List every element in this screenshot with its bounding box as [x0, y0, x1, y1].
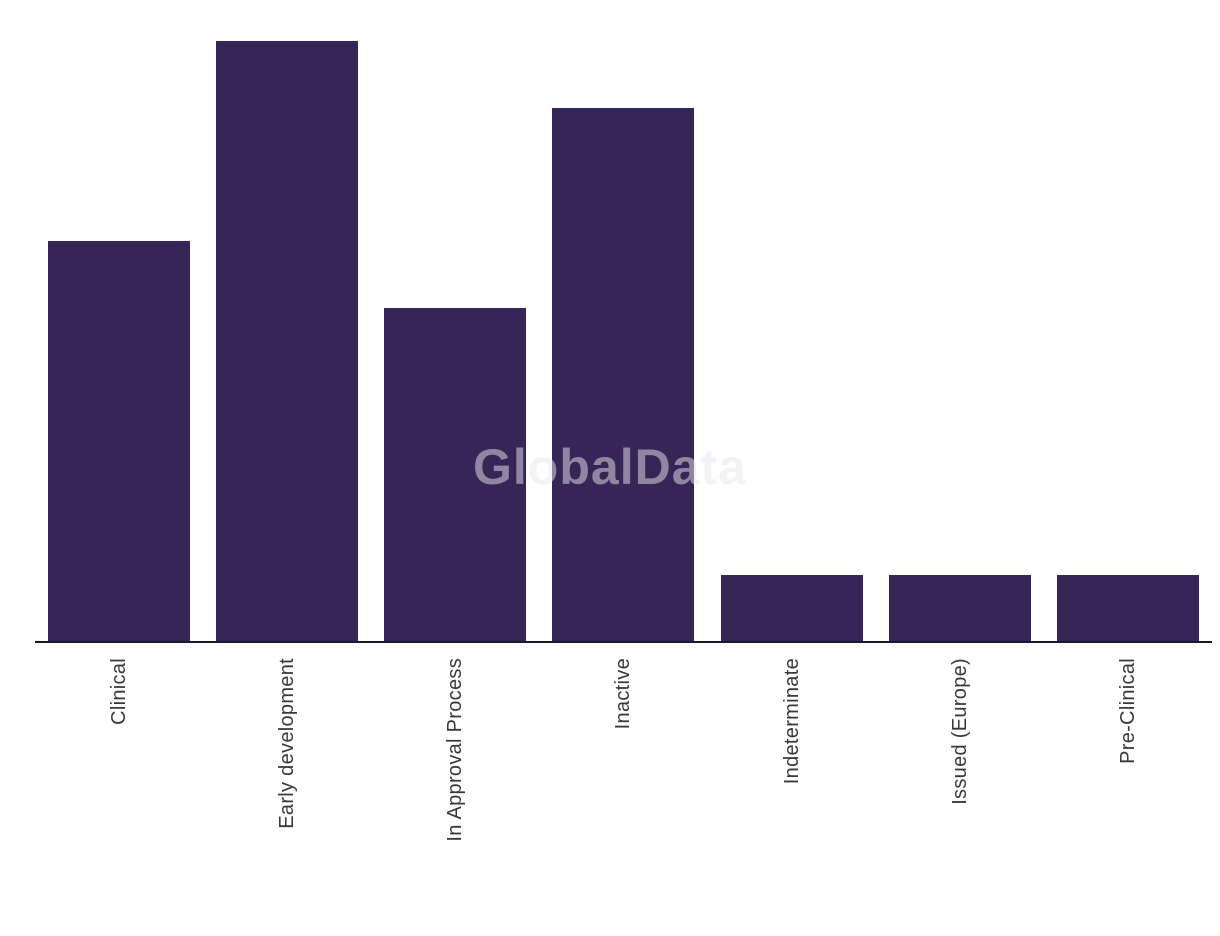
bar-pre-clinical	[1056, 575, 1199, 642]
x-tick-slot-clinical: Clinical	[35, 658, 203, 842]
bar-slot-clinical	[35, 41, 203, 642]
x-axis-line	[35, 641, 1212, 643]
plot-area	[35, 41, 1212, 642]
bar-slot-in-approval-process	[371, 41, 539, 642]
bar-clinical	[48, 241, 191, 642]
x-tick-slot-in-approval-process: In Approval Process	[371, 658, 539, 842]
bar-slot-pre-clinical	[1044, 41, 1212, 642]
x-tick-label-early-development: Early development	[276, 658, 299, 829]
bar-slot-indeterminate	[708, 41, 876, 642]
x-axis-labels: Clinical Early development In Approval Pro…	[35, 658, 1212, 842]
x-tick-slot-issued-europe: Issued (Europe)	[876, 658, 1044, 842]
bar-in-approval-process	[384, 308, 527, 642]
bar-indeterminate	[720, 575, 863, 642]
x-tick-label-in-approval-process: In Approval Process	[444, 658, 467, 842]
x-tick-slot-indeterminate: Indeterminate	[708, 658, 876, 842]
x-tick-slot-pre-clinical: Pre-Clinical	[1044, 658, 1212, 842]
bar-slot-issued-europe	[876, 41, 1044, 642]
x-tick-label-issued-europe: Issued (Europe)	[948, 658, 971, 805]
x-tick-label-inactive: Inactive	[612, 658, 635, 730]
bar-early-development	[216, 41, 359, 642]
x-tick-slot-inactive: Inactive	[539, 658, 707, 842]
x-tick-label-clinical: Clinical	[108, 658, 131, 725]
x-tick-slot-early-development: Early development	[203, 658, 371, 842]
bar-slot-inactive	[539, 41, 707, 642]
x-tick-label-pre-clinical: Pre-Clinical	[1116, 658, 1139, 764]
x-tick-label-indeterminate: Indeterminate	[780, 658, 803, 785]
bar-inactive	[552, 107, 695, 642]
bar-issued-europe	[888, 575, 1031, 642]
bar-slot-early-development	[203, 41, 371, 642]
